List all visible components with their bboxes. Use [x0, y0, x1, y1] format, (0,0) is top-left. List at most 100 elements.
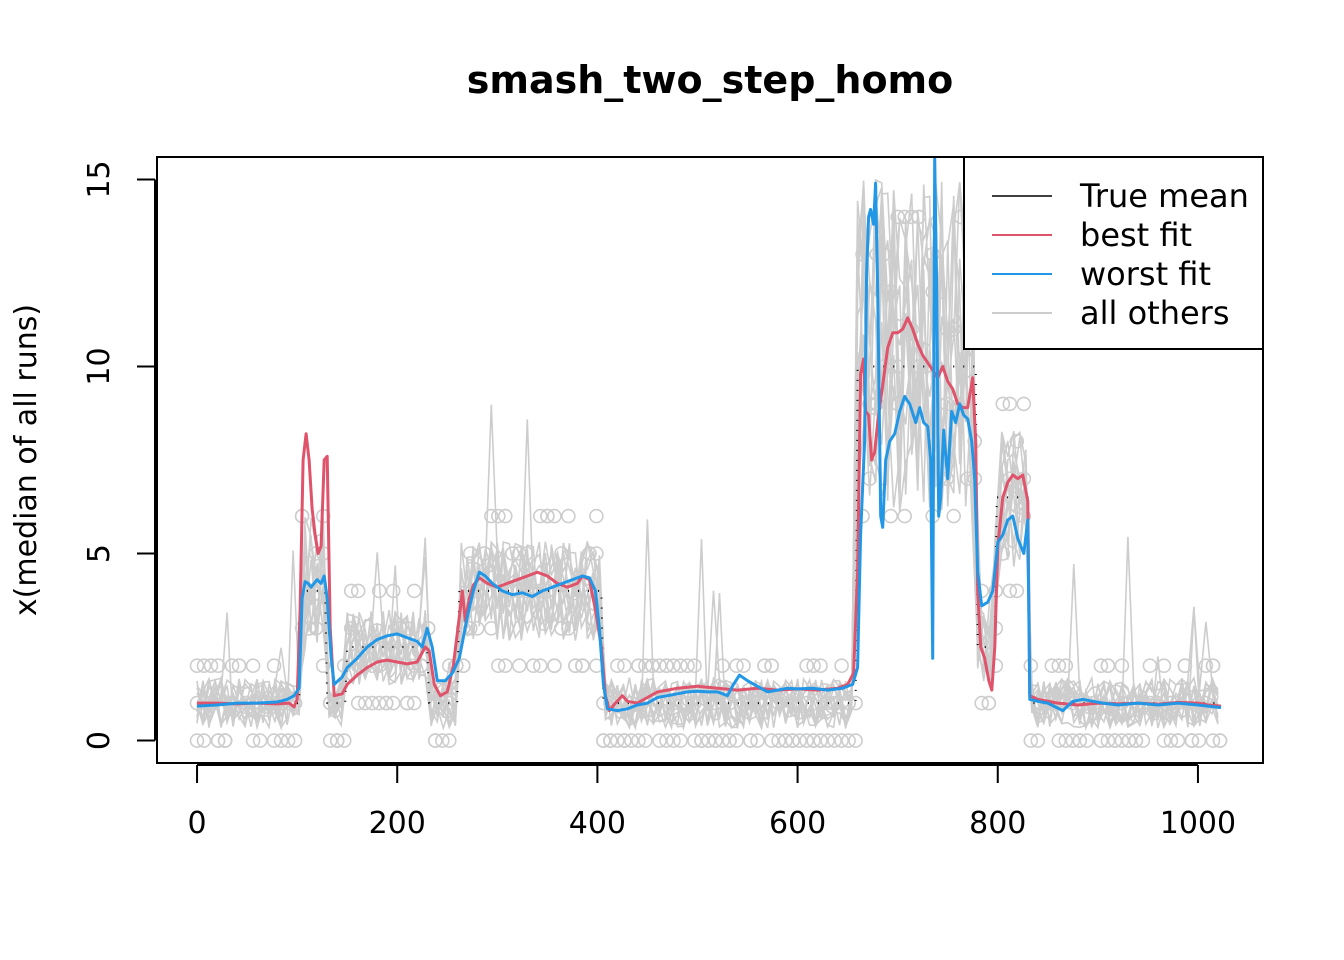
observation-point — [245, 733, 261, 748]
observation-point — [1156, 733, 1172, 748]
observation-point — [939, 396, 955, 412]
observation-point — [1093, 733, 1109, 748]
observation-point — [469, 620, 485, 636]
observation-point — [666, 695, 681, 711]
observation-point — [890, 396, 906, 412]
observation-point — [596, 733, 611, 748]
observation-point — [315, 658, 331, 674]
observation-point — [532, 658, 548, 674]
observation-point — [1009, 583, 1025, 599]
observation-point — [561, 508, 576, 524]
x-tick-label: 1000 — [1160, 806, 1236, 841]
observation-point — [715, 733, 730, 748]
observation-point — [343, 583, 359, 599]
observation-point — [217, 733, 233, 748]
observation-point — [666, 658, 681, 674]
observation-point — [532, 508, 548, 524]
observation-point — [1051, 733, 1067, 748]
observation-point — [252, 733, 268, 748]
observation-point — [525, 658, 541, 674]
observation-point — [1121, 733, 1137, 748]
observation-point — [245, 658, 261, 674]
observation-point — [897, 209, 913, 225]
observation-point — [448, 658, 464, 674]
observation-point — [210, 658, 226, 674]
observation-point — [413, 658, 429, 674]
observation-point — [364, 695, 380, 711]
observation-point — [652, 658, 667, 674]
observation-point — [638, 658, 653, 674]
observation-point — [589, 508, 604, 524]
y-axis: 0 5 10 15 — [82, 160, 156, 750]
observation-point — [189, 658, 205, 674]
observation-point — [1191, 733, 1207, 748]
observation-point — [1093, 658, 1109, 674]
observation-point — [518, 546, 534, 561]
observation-point — [750, 695, 765, 711]
observation-point — [631, 733, 646, 748]
x-tick-label: 600 — [769, 806, 826, 841]
observation-point — [1114, 733, 1130, 748]
observation-point — [554, 546, 569, 561]
observation-point — [308, 620, 324, 636]
observation-point — [1016, 396, 1032, 412]
observation-point — [946, 321, 962, 337]
observation-point — [848, 695, 863, 711]
x-tick-label: 400 — [569, 806, 626, 841]
observation-point — [385, 695, 401, 711]
y-tick-label: 0 — [82, 731, 117, 750]
observation-point — [406, 583, 422, 599]
observation-point — [820, 695, 835, 711]
observation-point — [792, 733, 807, 748]
observation-point — [483, 620, 499, 636]
observation-point — [343, 620, 359, 636]
observation-point — [806, 658, 821, 674]
observation-point — [434, 733, 450, 748]
observation-point — [617, 733, 632, 748]
observation-point — [350, 695, 366, 711]
observation-point — [610, 658, 625, 674]
observation-point — [1065, 733, 1081, 748]
observation-point — [995, 396, 1011, 412]
observation-point — [757, 658, 772, 674]
observation-point — [659, 658, 674, 674]
observation-point — [582, 546, 597, 561]
observation-point — [806, 733, 821, 748]
observation-point — [694, 733, 709, 748]
legend-label: worst fit — [1080, 255, 1211, 293]
observation-point — [890, 209, 906, 225]
observation-point — [715, 658, 730, 674]
observation-point — [280, 733, 296, 748]
observation-point — [1072, 733, 1088, 748]
observation-point — [911, 209, 927, 225]
observation-point — [813, 658, 828, 674]
observation-point — [462, 546, 478, 561]
observation-point — [589, 546, 604, 561]
observation-point — [631, 658, 646, 674]
observation-point — [1002, 396, 1018, 412]
observation-point — [869, 396, 885, 412]
observation-point — [511, 658, 527, 674]
observation-point — [841, 695, 856, 711]
observation-point — [575, 658, 590, 674]
observation-point — [399, 620, 415, 636]
observation-point — [904, 209, 920, 225]
observation-point — [490, 508, 506, 524]
y-tick-label: 10 — [82, 347, 117, 385]
series-layer — [196, 157, 1222, 713]
observation-point — [1142, 658, 1158, 674]
observation-point — [939, 321, 955, 337]
observation-point — [371, 583, 387, 599]
observation-point — [224, 658, 240, 674]
observation-point — [834, 733, 849, 748]
observation-point — [708, 695, 723, 711]
observation-point — [666, 733, 681, 748]
observation-point — [883, 284, 899, 300]
observation-point — [974, 695, 990, 711]
observation-point — [708, 733, 723, 748]
observation-point — [231, 658, 247, 674]
observation-point — [596, 695, 611, 711]
observation-point — [617, 658, 632, 674]
